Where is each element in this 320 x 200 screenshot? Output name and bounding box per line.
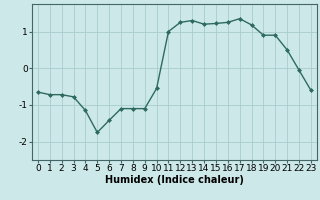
X-axis label: Humidex (Indice chaleur): Humidex (Indice chaleur) [105,175,244,185]
